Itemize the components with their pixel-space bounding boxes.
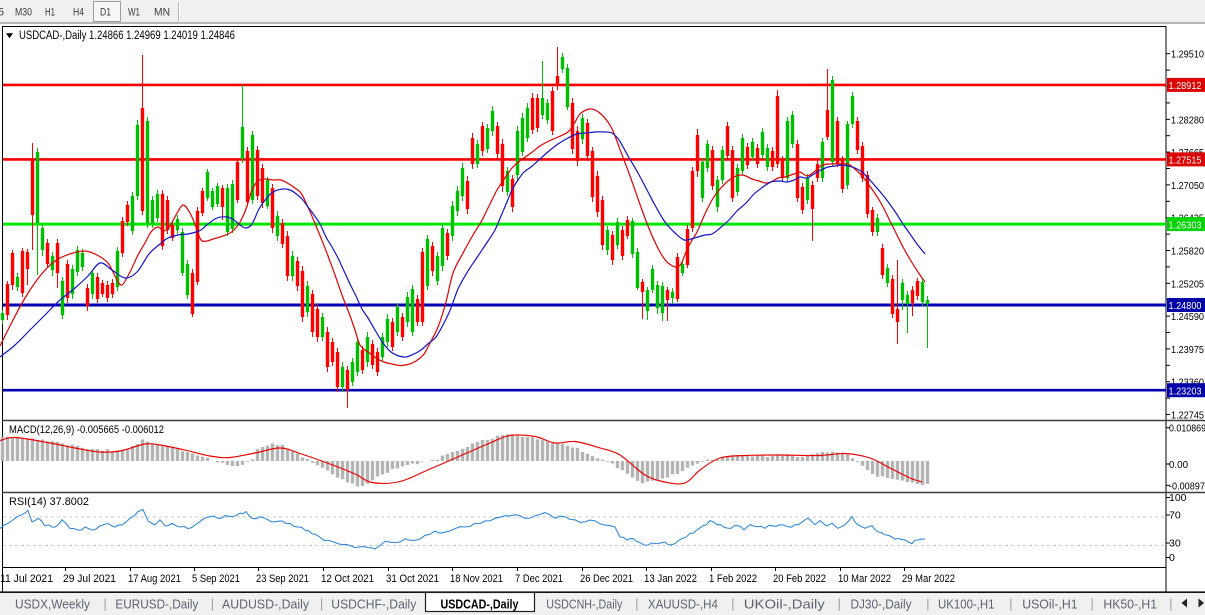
- svg-text:-0.008974: -0.008974: [1169, 480, 1205, 492]
- svg-text:|: |: [320, 597, 323, 611]
- svg-text:1.24590: 1.24590: [1171, 311, 1204, 323]
- svg-text:1.26303: 1.26303: [1169, 219, 1202, 231]
- svg-text:1.25205: 1.25205: [1171, 278, 1204, 290]
- svg-text:100: 100: [1169, 492, 1187, 504]
- svg-text:DJ30-,Daily: DJ30-,Daily: [851, 598, 913, 612]
- svg-text:31 Oct 2021: 31 Oct 2021: [386, 573, 439, 585]
- svg-text:H1: H1: [45, 7, 55, 19]
- svg-text:XAUUSD-,H4: XAUUSD-,H4: [648, 598, 718, 612]
- svg-text:70: 70: [1169, 510, 1181, 522]
- svg-text:|: |: [1091, 597, 1094, 611]
- svg-text:|: |: [211, 597, 214, 611]
- svg-text:USDCNH-,Daily: USDCNH-,Daily: [546, 598, 623, 612]
- svg-text:UK100-,H1: UK100-,H1: [938, 598, 995, 612]
- svg-text:MACD(12,26,9) -0.005665 -0.006: MACD(12,26,9) -0.005665 -0.006012: [9, 424, 164, 436]
- svg-text:|: |: [1009, 597, 1012, 611]
- svg-text:|: |: [104, 597, 107, 611]
- svg-text:17 Aug 2021: 17 Aug 2021: [128, 573, 181, 585]
- svg-text:0.00: 0.00: [1169, 459, 1188, 471]
- svg-text:0.010869: 0.010869: [1169, 423, 1205, 435]
- svg-text:1.28280: 1.28280: [1171, 114, 1204, 126]
- svg-text:MN: MN: [154, 7, 170, 19]
- svg-text:12 Oct 2021: 12 Oct 2021: [321, 573, 374, 585]
- svg-text:1.28912: 1.28912: [1169, 80, 1202, 92]
- svg-text:1.29510: 1.29510: [1171, 49, 1204, 61]
- svg-text:RSI(14) 37.8002: RSI(14) 37.8002: [9, 496, 89, 508]
- svg-text:1.23203: 1.23203: [1169, 385, 1202, 397]
- svg-text:5 Sep 2021: 5 Sep 2021: [192, 573, 240, 585]
- svg-text:29 Jul 2021: 29 Jul 2021: [63, 573, 116, 585]
- svg-text:26 Dec 2021: 26 Dec 2021: [580, 573, 633, 585]
- svg-text:USDCHF-,Daily: USDCHF-,Daily: [331, 598, 417, 612]
- svg-text:11 Jul 2021: 11 Jul 2021: [0, 573, 53, 585]
- svg-text:EURUSD-,Daily: EURUSD-,Daily: [115, 598, 199, 612]
- svg-text:1.23975: 1.23975: [1171, 344, 1204, 356]
- svg-text:1.27050: 1.27050: [1171, 180, 1204, 192]
- svg-text:|: |: [926, 597, 929, 611]
- svg-text:W1: W1: [128, 7, 140, 19]
- svg-text:5: 5: [0, 7, 4, 19]
- svg-text:D1: D1: [100, 7, 111, 19]
- svg-text:30: 30: [1169, 538, 1181, 550]
- svg-text:1.22745: 1.22745: [1171, 410, 1204, 422]
- svg-text:USOil-,H1: USOil-,H1: [1022, 598, 1077, 612]
- svg-text:20 Feb 2022: 20 Feb 2022: [773, 573, 826, 585]
- svg-text:18 Nov 2021: 18 Nov 2021: [450, 573, 503, 585]
- svg-text:AUDUSD-,Daily: AUDUSD-,Daily: [222, 598, 310, 612]
- svg-text:UKOil-,Daily: UKOil-,Daily: [744, 598, 826, 612]
- svg-text:HK50-,H1: HK50-,H1: [1103, 598, 1157, 612]
- svg-text:29 Mar 2022: 29 Mar 2022: [902, 573, 955, 585]
- svg-text:1 Feb 2022: 1 Feb 2022: [709, 573, 757, 585]
- svg-text:|: |: [635, 597, 638, 611]
- svg-text:1.27515: 1.27515: [1169, 155, 1202, 167]
- svg-text:|: |: [731, 597, 734, 611]
- svg-text:7 Dec 2021: 7 Dec 2021: [515, 573, 563, 585]
- svg-text:|: |: [838, 597, 841, 611]
- svg-text:10 Mar 2022: 10 Mar 2022: [838, 573, 891, 585]
- svg-text:1.25820: 1.25820: [1171, 246, 1204, 258]
- svg-text:1.24800: 1.24800: [1169, 300, 1202, 312]
- svg-text:23 Sep 2021: 23 Sep 2021: [256, 573, 309, 585]
- svg-text:M30: M30: [15, 7, 32, 19]
- svg-text:USDX,Weekly: USDX,Weekly: [15, 598, 91, 612]
- svg-text:0: 0: [1169, 552, 1175, 564]
- svg-text:|: |: [1169, 597, 1172, 611]
- svg-text:H4: H4: [73, 7, 84, 19]
- svg-text:USDCAD-,Daily 1.24866 1.24969: USDCAD-,Daily 1.24866 1.24969 1.24019 1.…: [19, 30, 235, 42]
- svg-text:USDCAD-,Daily: USDCAD-,Daily: [441, 598, 519, 612]
- svg-text:13 Jan 2022: 13 Jan 2022: [644, 573, 697, 585]
